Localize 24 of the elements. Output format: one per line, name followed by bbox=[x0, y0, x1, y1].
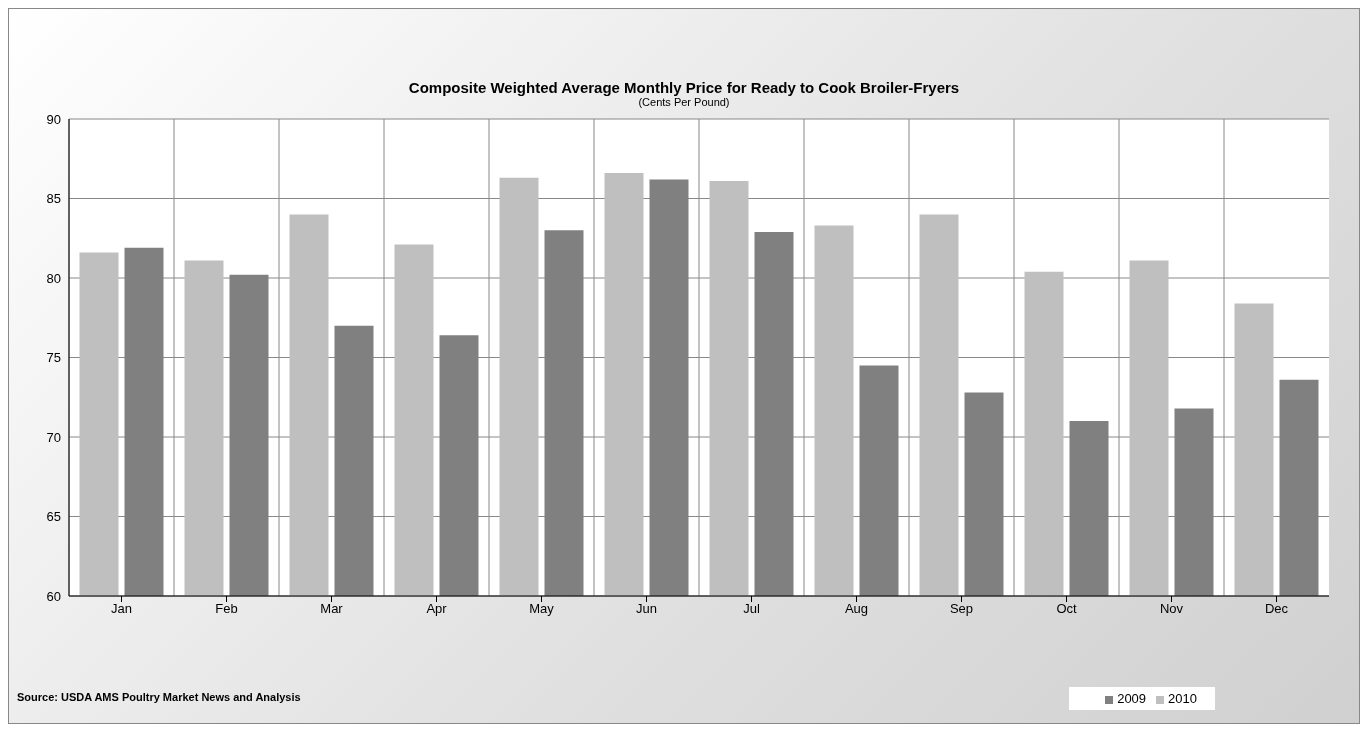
x-tick-label: Oct bbox=[1056, 601, 1077, 617]
x-tick-label: Apr bbox=[426, 601, 448, 617]
y-tick-label: 90 bbox=[46, 111, 61, 127]
x-tick-label: May bbox=[529, 601, 555, 617]
x-tick-label: Nov bbox=[1159, 601, 1184, 617]
legend-label: 2010 bbox=[1168, 691, 1197, 706]
y-tick-label: 60 bbox=[46, 588, 61, 604]
y-tick-label: 75 bbox=[46, 350, 61, 366]
y-tick-label: 65 bbox=[46, 509, 61, 525]
x-tick-label: Mar bbox=[320, 601, 344, 617]
x-tick-label: Jan bbox=[111, 601, 132, 617]
x-tick-label: Aug bbox=[844, 601, 869, 617]
chart-subtitle: (Cents Per Pound) bbox=[637, 96, 731, 108]
y-tick-label: 70 bbox=[46, 429, 61, 445]
x-tick-label: Feb bbox=[215, 601, 238, 617]
x-tick-label: Dec bbox=[1264, 601, 1289, 617]
x-tick-label: Jul bbox=[743, 601, 760, 617]
y-tick-label: 80 bbox=[46, 270, 61, 286]
x-tick-label: Sep bbox=[949, 601, 974, 617]
y-tick-label: 85 bbox=[46, 191, 61, 207]
x-tick-label: Jun bbox=[636, 601, 657, 617]
chart-title: Composite Weighted Average Monthly Price for Ready to Cook Broiler-Fryers bbox=[407, 79, 961, 96]
legend-label: 2009 bbox=[1117, 691, 1147, 706]
source-note: Source: USDA AMS Poultry Market News and Analysis bbox=[17, 691, 301, 703]
